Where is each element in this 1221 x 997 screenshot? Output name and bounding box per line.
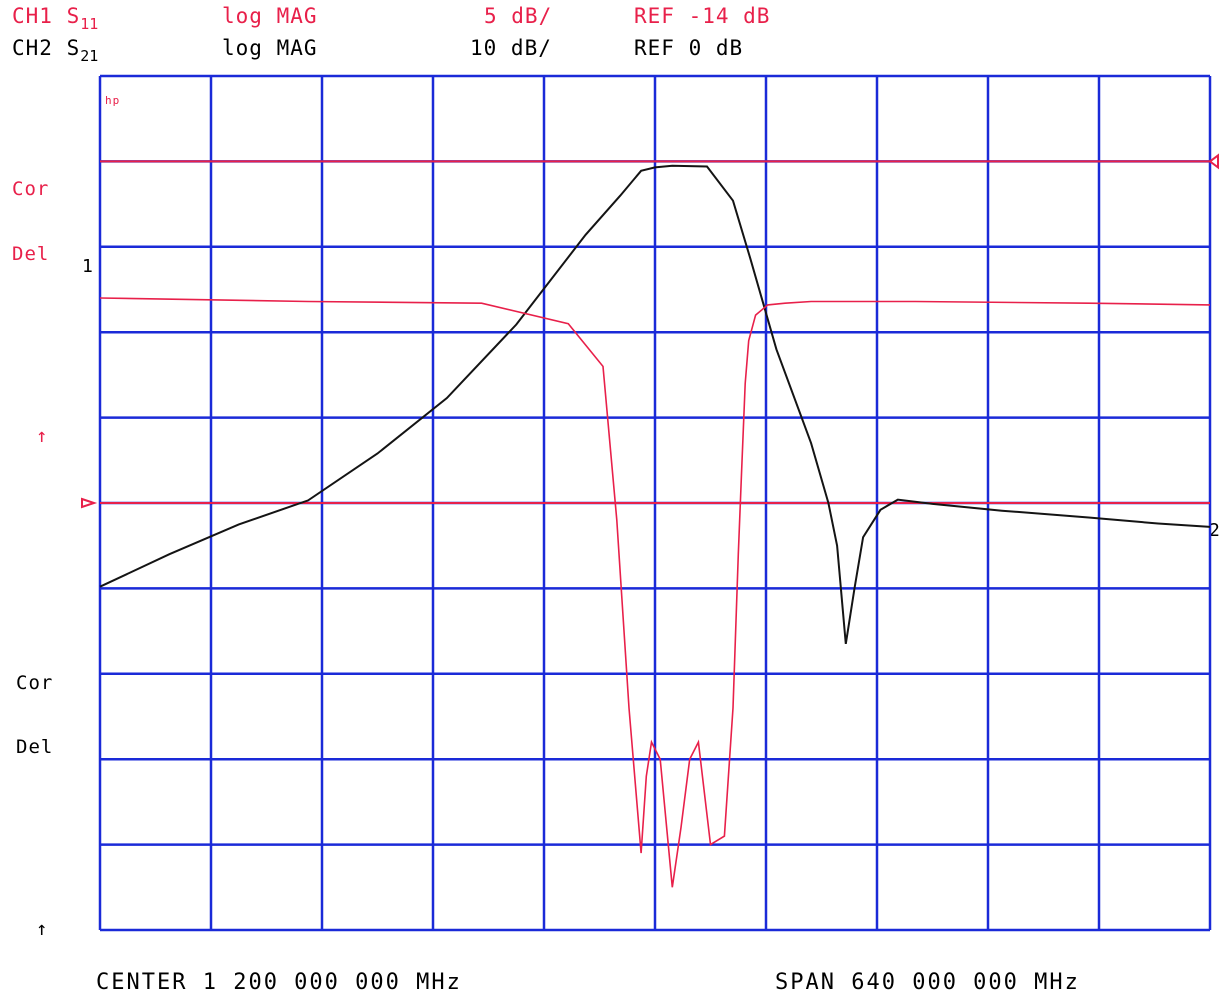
ch2-param-sub: 21 bbox=[80, 47, 99, 65]
ch2-header: CH2 S21 bbox=[12, 36, 98, 65]
ch2-up-arrow-icon: ↑ bbox=[36, 918, 49, 940]
s21-trace bbox=[99, 164, 1211, 645]
ch2-format: log MAG bbox=[222, 36, 318, 60]
marker-2-label: 2 bbox=[1209, 520, 1221, 541]
hp-logo: hp bbox=[105, 94, 121, 107]
ch2-scale: 10 dB/ bbox=[470, 36, 552, 60]
ch2-ref: REF 0 dB bbox=[634, 36, 744, 60]
ch1-param-sub: 11 bbox=[80, 15, 99, 33]
center-frequency: CENTER 1 200 000 000 MHz bbox=[96, 970, 462, 995]
ch2-param: S bbox=[66, 36, 81, 60]
ref-pointer-left-icon bbox=[81, 497, 98, 509]
del-label-ch1: Del bbox=[12, 243, 50, 265]
ch1-ref: REF -14 dB bbox=[634, 4, 771, 28]
reference-lines bbox=[100, 160, 1210, 504]
del-label-ch2: Del bbox=[16, 736, 54, 758]
ref-pointer-right-icon bbox=[1208, 153, 1219, 170]
ch1-param: S bbox=[66, 4, 81, 28]
cor-label-ch2: Cor bbox=[16, 672, 54, 694]
span-frequency: SPAN 640 000 000 MHz bbox=[775, 970, 1080, 995]
ch1-label: CH1 bbox=[12, 4, 53, 28]
ch1-scale: 5 dB/ bbox=[484, 4, 553, 28]
cor-label-ch1: Cor bbox=[12, 178, 50, 200]
marker-1-label: 1 bbox=[82, 256, 94, 277]
s11-trace bbox=[99, 297, 1211, 888]
ch1-header: CH1 S11 bbox=[12, 4, 98, 33]
ch2-label: CH2 bbox=[12, 36, 53, 60]
ch1-up-arrow-icon: ↑ bbox=[36, 425, 49, 447]
ch1-format: log MAG bbox=[222, 4, 318, 28]
